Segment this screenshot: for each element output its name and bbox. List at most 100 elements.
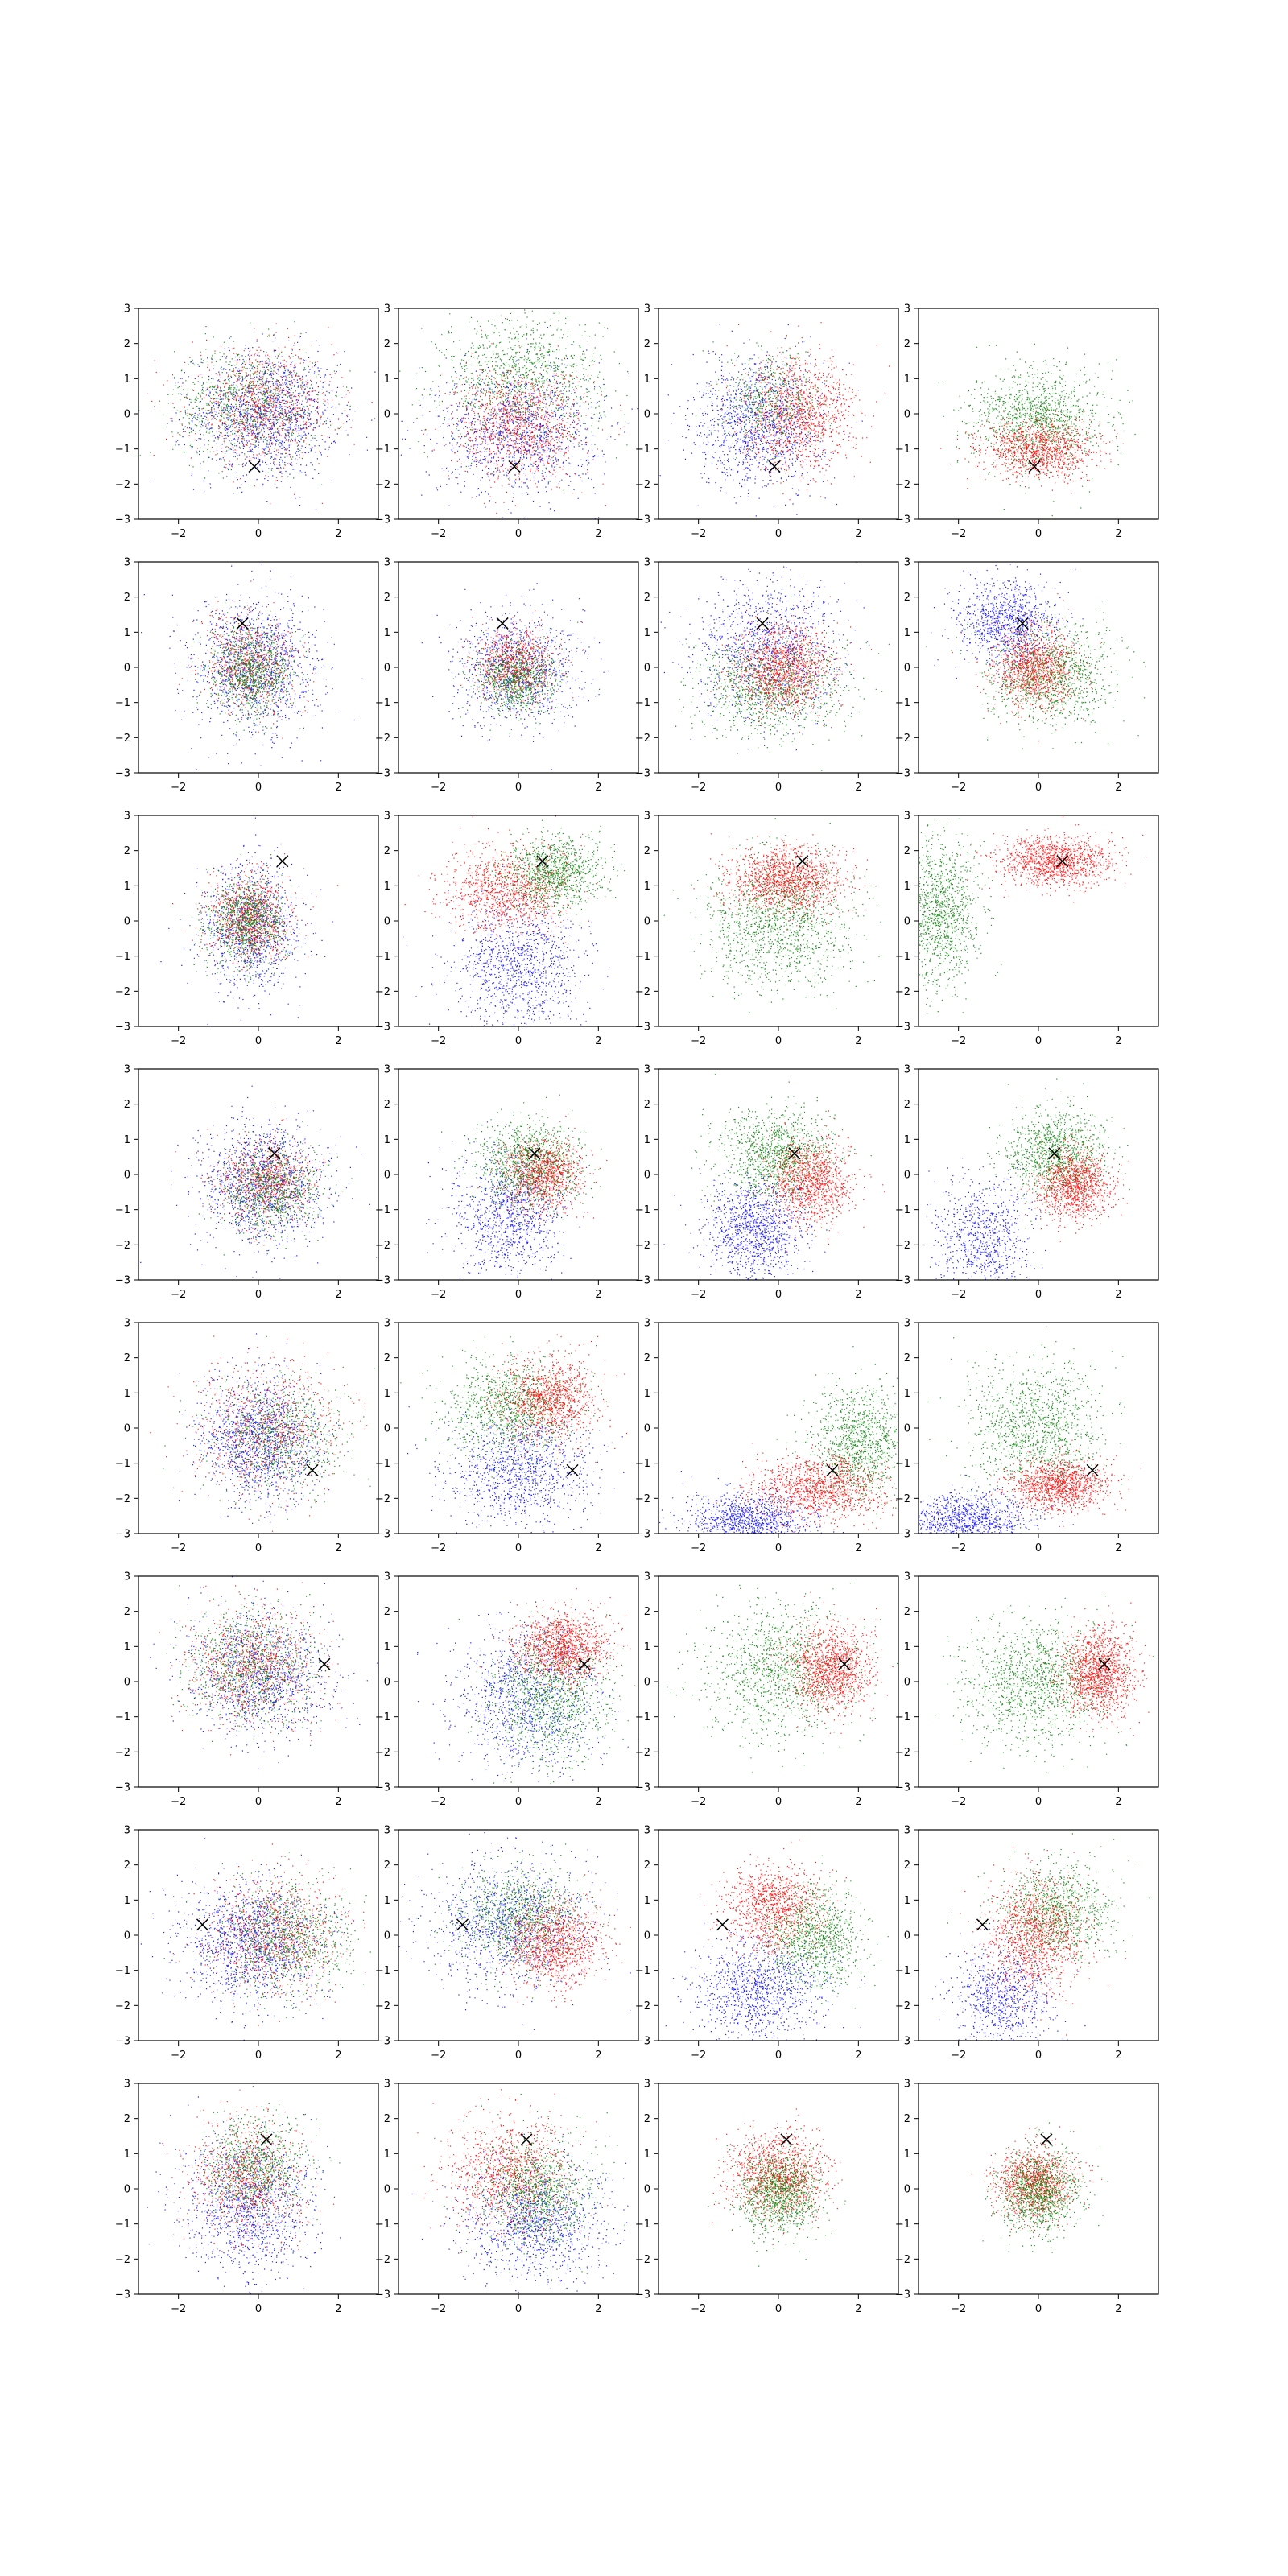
x-tick-label: −2 — [171, 2303, 186, 2315]
y-tick-label: 1 — [904, 1388, 910, 1400]
scatter-panel-r2-c2: −2 0 2 −3 −2 −1 0 1 2 3 — [375, 557, 639, 794]
x-tick-label: −2 — [691, 528, 706, 540]
y-tick-label: 2 — [384, 1099, 390, 1111]
scatter-points — [659, 322, 890, 517]
y-tick-label: 1 — [384, 1895, 390, 1907]
y-tick-label: 0 — [124, 2184, 130, 2196]
y-tick-label: 3 — [124, 1064, 130, 1076]
y-tick-label: −1 — [375, 1204, 390, 1216]
x-tick-label: −2 — [431, 528, 446, 540]
y-tick-label: −1 — [895, 1711, 910, 1724]
y-tick-label: 3 — [124, 811, 130, 823]
series-red-points — [960, 816, 1147, 903]
x-marker — [796, 855, 809, 868]
y-tick-label: 3 — [644, 1318, 650, 1330]
y-tick-label: −1 — [895, 2219, 910, 2231]
y-tick-label: 3 — [124, 303, 130, 316]
series-green-point-marks — [935, 1596, 1154, 1773]
y-tick-label: −2 — [635, 1747, 650, 1759]
x-tick-label: 2 — [855, 1796, 861, 1808]
y-tick-label: −2 — [895, 479, 910, 491]
y-tick-label: −3 — [115, 1782, 130, 1794]
y-tick-label: −3 — [895, 1275, 910, 1287]
y-tick-label: 1 — [644, 1641, 650, 1653]
y-tick-label: 3 — [904, 1318, 910, 1330]
y-tick-label: −1 — [635, 697, 650, 709]
x-tick-label: −2 — [951, 1542, 966, 1554]
y-tick-label: −2 — [375, 1493, 390, 1505]
series-red-points — [398, 815, 610, 960]
y-tick-label: 1 — [904, 1641, 910, 1653]
x-tick-label: 2 — [1115, 1796, 1121, 1808]
x-marker — [1016, 617, 1029, 630]
x-tick-label: −2 — [171, 782, 186, 794]
scatter-points — [938, 343, 1136, 517]
x-tick-label: −2 — [691, 1289, 706, 1301]
x-tick-label: 0 — [775, 528, 782, 540]
x-marker — [838, 1657, 851, 1670]
scatter-points — [919, 1326, 1141, 1534]
x-tick-label: 0 — [255, 782, 262, 794]
y-tick-label: 1 — [384, 2149, 390, 2161]
x-marker-stroke — [796, 855, 809, 868]
x-tick-label: 2 — [595, 2050, 601, 2062]
y-tick-label: 3 — [124, 2079, 130, 2091]
scatter-panel-r8-c3: −2 0 2 −3 −2 −1 0 1 2 3 — [635, 2079, 899, 2315]
y-tick-label: 2 — [124, 1352, 130, 1364]
scatter-panel-r5-c3: −2 0 2 −3 −2 −1 0 1 2 3 — [635, 1318, 899, 1554]
x-marker — [276, 855, 289, 868]
series-red-point-marks — [479, 1588, 631, 1720]
y-tick-label: 3 — [644, 557, 650, 569]
x-tick-label: −2 — [691, 782, 706, 794]
x-marker-stroke — [1056, 855, 1069, 868]
y-tick-label: −3 — [895, 1782, 910, 1794]
x-tick-label: 2 — [335, 782, 341, 794]
y-tick-label: −1 — [115, 951, 130, 963]
x-marker — [780, 2133, 793, 2146]
y-tick-label: −3 — [115, 768, 130, 780]
x-tick-label: 2 — [1115, 528, 1121, 540]
x-tick-label: 2 — [595, 1542, 601, 1554]
series-red-points — [952, 593, 1101, 742]
y-tick-label: 2 — [644, 338, 650, 350]
y-tick-label: 0 — [904, 1930, 910, 1942]
y-tick-label: 3 — [384, 2079, 390, 2091]
y-tick-label: −2 — [375, 479, 390, 491]
y-tick-label: −3 — [375, 1275, 390, 1287]
y-tick-label: 0 — [904, 1170, 910, 1182]
y-tick-label: −2 — [115, 986, 130, 998]
y-tick-label: −1 — [115, 1204, 130, 1216]
series-red-point-marks — [755, 1591, 894, 1734]
series-blue-points — [400, 327, 638, 519]
y-tick-label: 1 — [384, 1388, 390, 1400]
y-tick-label: 0 — [644, 1930, 650, 1942]
y-tick-label: −2 — [895, 2000, 910, 2013]
x-marker-stroke — [716, 1918, 729, 1931]
y-tick-label: 2 — [384, 592, 390, 604]
x-tick-label: 0 — [1035, 1289, 1042, 1301]
x-tick-label: −2 — [431, 2050, 446, 2062]
series-red-points — [1020, 1129, 1129, 1242]
scatter-points — [971, 2122, 1108, 2253]
x-marker — [456, 1918, 469, 1931]
scatter-panel-r1-c3: −2 0 2 −3 −2 −1 0 1 2 3 — [635, 303, 899, 540]
y-tick-label: −1 — [375, 2219, 390, 2231]
series-blue-point-marks — [659, 324, 863, 517]
y-tick-label: 2 — [384, 1860, 390, 1872]
x-tick-label: −2 — [431, 782, 446, 794]
x-marker — [1098, 1657, 1111, 1670]
y-tick-label: 1 — [124, 881, 130, 893]
x-marker-stroke — [306, 1463, 319, 1476]
x-marker — [1086, 1463, 1099, 1476]
y-tick-label: 1 — [384, 1134, 390, 1146]
y-tick-label: 3 — [384, 303, 390, 316]
y-tick-label: −3 — [115, 514, 130, 526]
x-tick-label: −2 — [951, 2303, 966, 2315]
y-tick-label: 0 — [904, 409, 910, 421]
series-green-point-marks — [441, 1094, 602, 1226]
x-tick-label: −2 — [431, 1542, 446, 1554]
x-marker-stroke — [276, 855, 289, 868]
x-marker — [196, 1918, 208, 1931]
y-tick-label: −1 — [635, 951, 650, 963]
y-tick-label: 2 — [384, 1606, 390, 1618]
